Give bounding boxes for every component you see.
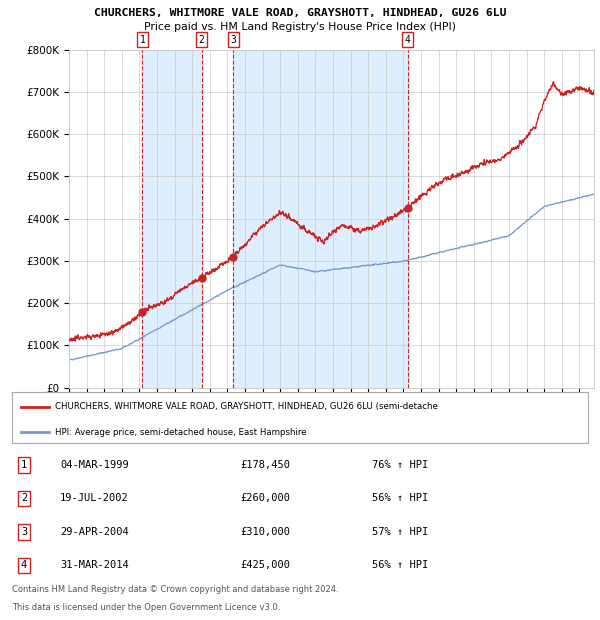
Text: 19-JUL-2002: 19-JUL-2002: [60, 494, 129, 503]
Text: 04-MAR-1999: 04-MAR-1999: [60, 460, 129, 470]
Text: 1: 1: [139, 35, 145, 45]
Bar: [142, 50, 202, 388]
Bar: [233, 50, 408, 388]
Text: 2: 2: [199, 35, 205, 45]
Text: 4: 4: [405, 35, 411, 45]
Text: Contains HM Land Registry data © Crown copyright and database right 2024.: Contains HM Land Registry data © Crown c…: [12, 585, 338, 595]
Text: 76% ↑ HPI: 76% ↑ HPI: [372, 460, 428, 470]
Text: CHURCHERS, WHITMORE VALE ROAD, GRAYSHOTT, HINDHEAD, GU26 6LU (semi-detache: CHURCHERS, WHITMORE VALE ROAD, GRAYSHOTT…: [55, 402, 438, 411]
Text: £425,000: £425,000: [240, 560, 290, 570]
Text: CHURCHERS, WHITMORE VALE ROAD, GRAYSHOTT, HINDHEAD, GU26 6LU: CHURCHERS, WHITMORE VALE ROAD, GRAYSHOTT…: [94, 8, 506, 18]
Text: HPI: Average price, semi-detached house, East Hampshire: HPI: Average price, semi-detached house,…: [55, 428, 307, 436]
Text: 31-MAR-2014: 31-MAR-2014: [60, 560, 129, 570]
Text: 56% ↑ HPI: 56% ↑ HPI: [372, 494, 428, 503]
Text: 56% ↑ HPI: 56% ↑ HPI: [372, 560, 428, 570]
Text: £260,000: £260,000: [240, 494, 290, 503]
Text: 57% ↑ HPI: 57% ↑ HPI: [372, 527, 428, 537]
Text: 3: 3: [230, 35, 236, 45]
Text: 1: 1: [21, 460, 27, 470]
Text: Price paid vs. HM Land Registry's House Price Index (HPI): Price paid vs. HM Land Registry's House …: [144, 22, 456, 32]
Text: 2: 2: [21, 494, 27, 503]
Text: 4: 4: [21, 560, 27, 570]
Text: 29-APR-2004: 29-APR-2004: [60, 527, 129, 537]
Text: £178,450: £178,450: [240, 460, 290, 470]
Text: This data is licensed under the Open Government Licence v3.0.: This data is licensed under the Open Gov…: [12, 603, 280, 612]
Text: 3: 3: [21, 527, 27, 537]
Text: £310,000: £310,000: [240, 527, 290, 537]
